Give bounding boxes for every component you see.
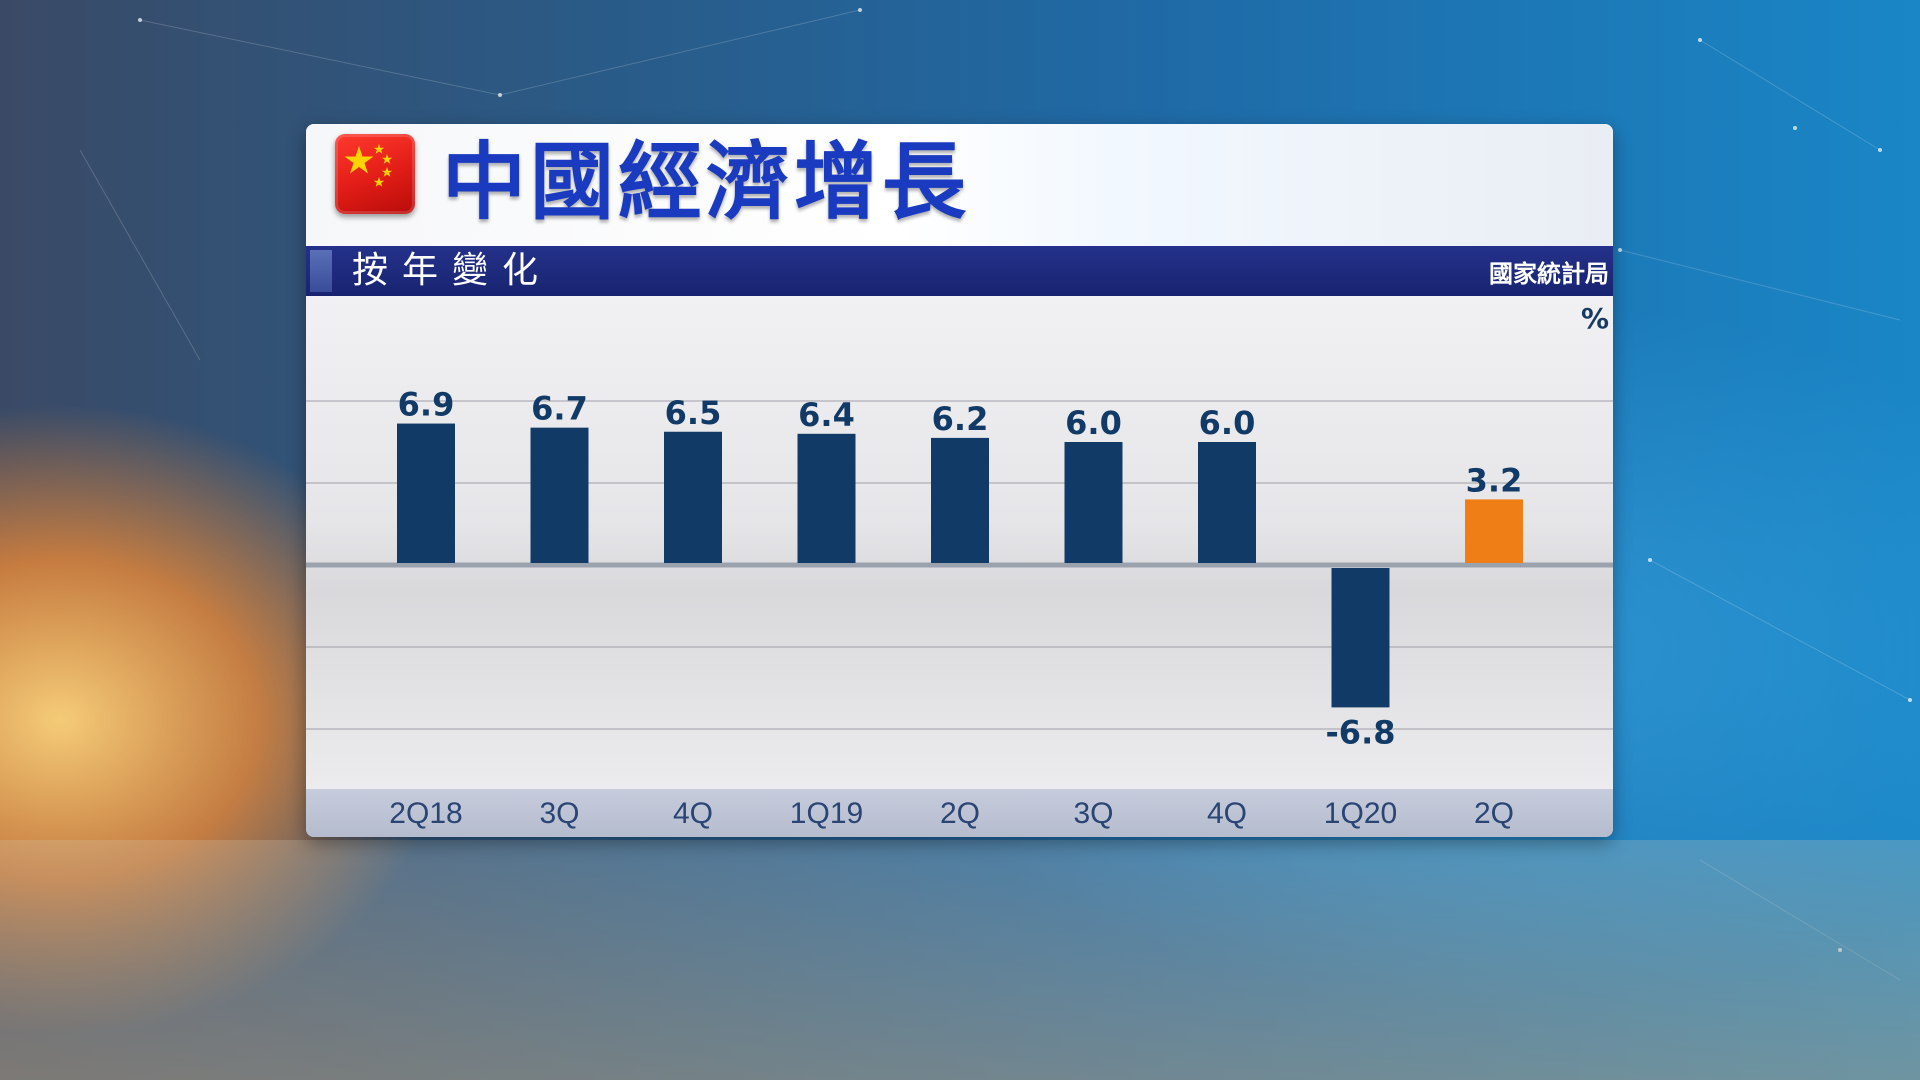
x-tick-label: 2Q18 xyxy=(389,797,463,830)
bar xyxy=(664,431,722,563)
subtitle-bar: 按年變化 國家統計局 xyxy=(306,246,1613,296)
bar xyxy=(530,427,589,563)
x-tick-label: 2Q xyxy=(939,797,981,830)
x-tick-label: 1Q20 xyxy=(1323,797,1398,830)
bar xyxy=(1465,499,1523,563)
bar xyxy=(397,423,455,563)
unit-label: % xyxy=(1580,302,1609,335)
bar-value-label: 6.2 xyxy=(932,400,989,438)
x-tick-label: 3Q xyxy=(539,797,580,830)
x-tick-label: 2Q xyxy=(1473,797,1515,830)
bar-value-label: -6.8 xyxy=(1326,713,1396,751)
chart-title: 中國經濟增長 xyxy=(442,133,971,231)
bar-value-label: 6.9 xyxy=(398,386,455,424)
bar xyxy=(1064,442,1123,563)
chart-panel: 中國經濟增長 按年變化 國家統計局 % 6.9 6.7 6.5 6.4 6.2 6.0 6.… xyxy=(306,124,1613,837)
subtitle-marker xyxy=(310,250,332,292)
bar-value-label: 6.5 xyxy=(665,394,722,432)
data-source: 國家統計局 xyxy=(1489,260,1609,288)
bar xyxy=(1331,568,1390,708)
x-tick-label: 4Q xyxy=(672,797,714,830)
chart-subtitle: 按年變化 xyxy=(352,250,553,291)
bar xyxy=(931,437,989,563)
x-tick-label: 1Q19 xyxy=(789,797,864,830)
x-axis-strip xyxy=(306,789,1613,837)
bar-value-label: 6.7 xyxy=(531,390,588,428)
bar-value-label: 6.0 xyxy=(1065,404,1122,442)
bar-value-label: 6.4 xyxy=(798,396,855,434)
bar-chart: 6.9 6.7 6.5 6.4 6.2 6.0 6.0 -6.8 3.2 xyxy=(306,386,1613,751)
bar-value-label: 6.0 xyxy=(1199,404,1256,442)
x-tick-label: 4Q xyxy=(1206,797,1248,830)
x-tick-label: 3Q xyxy=(1073,797,1114,830)
bar xyxy=(1198,442,1256,563)
bar xyxy=(797,433,856,563)
china-flag-icon xyxy=(335,134,415,214)
bar-value-label: 3.2 xyxy=(1466,461,1523,499)
background-floor xyxy=(0,840,1920,1080)
title-bar: 中國經濟增長 xyxy=(306,124,1613,246)
